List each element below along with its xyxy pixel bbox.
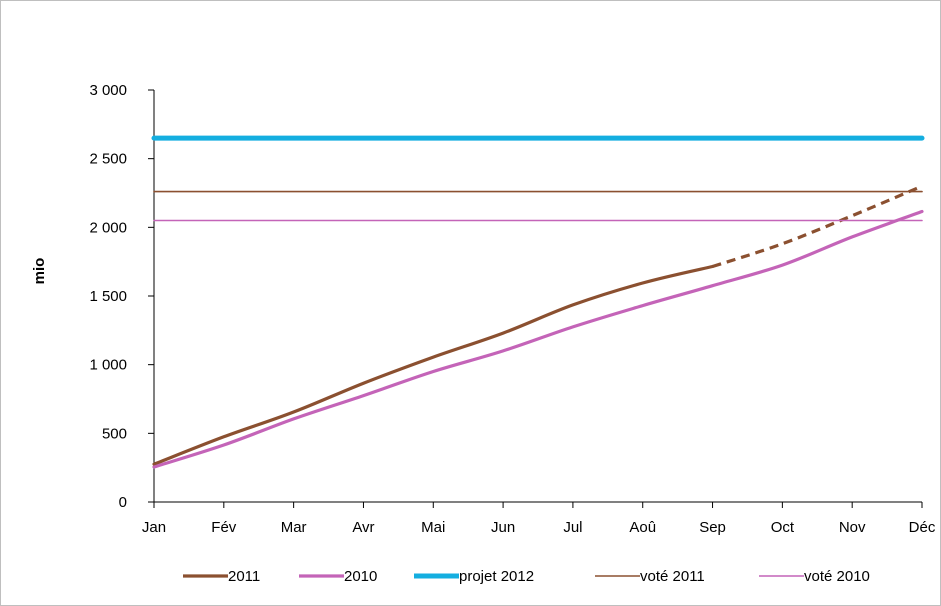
y-tick-label: 2 000: [89, 219, 127, 236]
y-tick-label: 500: [102, 425, 127, 442]
y-tick-label: 0: [119, 494, 127, 511]
y-tick-label: 3 000: [89, 82, 127, 99]
x-tick-label: Nov: [839, 519, 866, 536]
legend-label-projet-2012: projet 2012: [459, 568, 534, 585]
series-line-2011: [152, 264, 715, 466]
series-line-2011-forecast: [712, 184, 923, 269]
x-tick-label: Déc: [909, 519, 936, 536]
series-line-2010: [152, 209, 924, 469]
x-tick-labels: Jan Fév Mar Avr Mai Jun Jul Aoû Sep Oct Nov Déc: [142, 519, 936, 536]
y-tick-label: 1 500: [89, 288, 127, 305]
legend-label-2011: 2011: [228, 568, 260, 585]
x-tick-label: Mar: [281, 519, 307, 536]
y-tick-label: 2 500: [89, 151, 127, 168]
y-axis-title: mio: [31, 258, 48, 285]
x-tick-label: Mai: [421, 519, 445, 536]
x-tick-label: Avr: [352, 519, 374, 536]
x-tick-label: Jun: [491, 519, 515, 536]
legend: 2011 2010 projet 2012 voté 2011 voté 2010: [183, 568, 870, 585]
legend-label-vote-2010: voté 2010: [804, 568, 870, 585]
x-tick-label: Sep: [699, 519, 726, 536]
x-tick-label: Oct: [771, 519, 795, 536]
series-lines: [151, 135, 925, 469]
x-tick-label: Fév: [211, 519, 237, 536]
y-tick-label: 1 000: [89, 357, 127, 374]
x-tick-label: Jul: [563, 519, 582, 536]
legend-label-2010: 2010: [344, 568, 377, 585]
x-tick-label: Aoû: [629, 519, 656, 536]
legend-label-vote-2011: voté 2011: [640, 568, 705, 585]
y-tick-labels: 0 500 1 000 1 500 2 000 2 500 3 000: [89, 82, 127, 511]
x-tick-label: Jan: [142, 519, 166, 536]
axes: [148, 89, 923, 508]
